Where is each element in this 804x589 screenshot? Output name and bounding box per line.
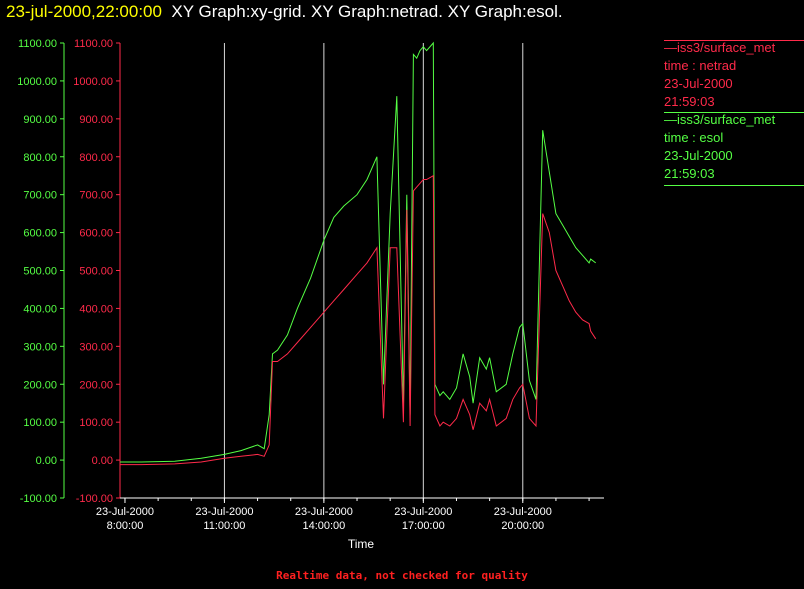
quality-notice: Realtime data, not checked for quality: [276, 569, 528, 582]
legend-netrad: —iss3/surface_met time : netrad 23-Jul-2…: [664, 40, 804, 111]
y-tick-label-netrad: -100.00: [76, 493, 113, 505]
legend-netrad-date: 23-Jul-2000: [664, 76, 733, 91]
legend-netrad-source: iss3/surface_met: [677, 40, 776, 55]
x-tick-label-time: 14:00:00: [302, 520, 345, 532]
x-tick-label-time: 11:00:00: [203, 520, 245, 532]
y-tick-label-esol: 100.00: [23, 417, 57, 429]
y-tick-label-esol: 700.00: [23, 190, 57, 202]
series-line-esol: [120, 41, 597, 463]
y-tick-label-netrad: 800.00: [79, 152, 113, 164]
y-tick-label-netrad: 300.00: [79, 341, 113, 353]
y-tick-label-netrad: 1100.00: [74, 38, 113, 50]
x-tick-label-time: 20:00:00: [501, 520, 544, 532]
legend-netrad-line: [664, 40, 804, 41]
legend-esol-label: time : esol: [664, 130, 724, 145]
series-line-netrad: [120, 174, 597, 466]
y-tick-label-netrad: 900.00: [79, 114, 113, 126]
legend-esol: —iss3/surface_met time : esol 23-Jul-200…: [664, 112, 804, 186]
y-tick-label-esol: 600.00: [23, 228, 57, 240]
y-tick-label-esol: -100.00: [20, 493, 57, 505]
legend-esol-date: 23-Jul-2000: [664, 148, 733, 163]
y-tick-label-netrad: 500.00: [79, 266, 113, 278]
legend-netrad-label: time : netrad: [664, 58, 737, 73]
y-tick-label-netrad: 100.00: [79, 417, 113, 429]
legend-esol-line: [664, 112, 804, 113]
title-timestamp: 23-jul-2000,22:00:00: [6, 2, 162, 21]
y-tick-label-esol: 1000.00: [17, 76, 57, 88]
y-tick-label-esol: 800.00: [23, 152, 57, 164]
legend-netrad-time: 21:59:03: [664, 94, 715, 109]
y-tick-label-esol: 0.00: [36, 455, 57, 467]
x-tick-label-time: 8:00:00: [107, 520, 144, 532]
y-tick-label-esol: 500.00: [23, 266, 57, 278]
legend-esol-time: 21:59:03: [664, 166, 715, 181]
x-tick-label-date: 23-Jul-2000: [494, 506, 552, 518]
y-tick-label-netrad: 700.00: [79, 190, 113, 202]
y-tick-label-esol: 400.00: [23, 303, 57, 315]
y-tick-label-netrad: 400.00: [79, 303, 113, 315]
x-tick-label-date: 23-Jul-2000: [195, 506, 253, 518]
y-tick-label-esol: 900.00: [23, 114, 57, 126]
y-tick-label-netrad: 600.00: [79, 228, 113, 240]
title-graphs: XY Graph:xy-grid. XY Graph:netrad. XY Gr…: [171, 2, 563, 21]
x-tick-label-time: 17:00:00: [402, 520, 445, 532]
y-tick-label-netrad: 200.00: [79, 379, 113, 391]
y-tick-label-esol: 300.00: [23, 341, 57, 353]
x-axis-label: Time: [348, 537, 375, 551]
x-tick-label-date: 23-Jul-2000: [394, 506, 452, 518]
x-tick-label-date: 23-Jul-2000: [96, 506, 154, 518]
x-tick-label-date: 23-Jul-2000: [295, 506, 353, 518]
legend-esol-source: iss3/surface_met: [677, 112, 776, 127]
legend-bottom-line: [664, 185, 804, 186]
y-tick-label-esol: 1100.00: [18, 38, 57, 50]
chart-title: 23-jul-2000,22:00:00 XY Graph:xy-grid. X…: [6, 2, 563, 22]
y-tick-label-esol: 200.00: [23, 379, 57, 391]
y-tick-label-netrad: 0.00: [92, 455, 113, 467]
y-tick-label-netrad: 1000.00: [73, 76, 113, 88]
